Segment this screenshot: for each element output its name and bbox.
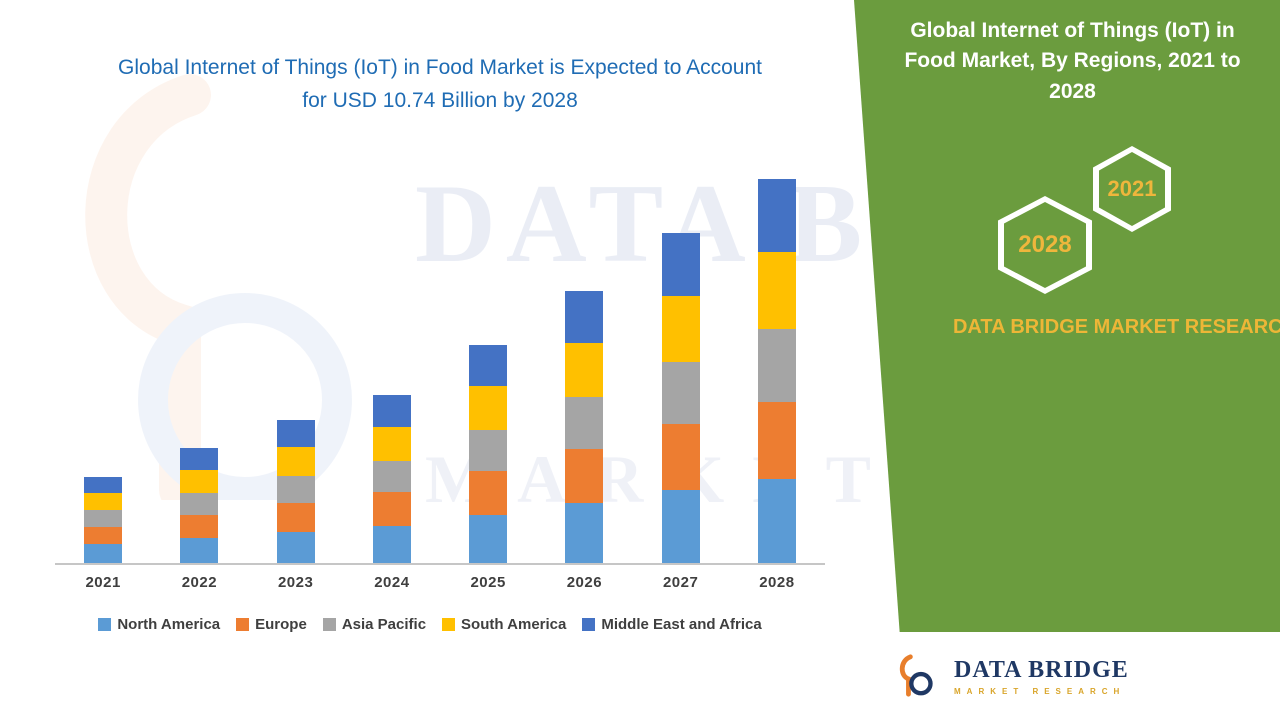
legend-label: North America: [117, 616, 221, 633]
legend-item-europe: Europe: [236, 616, 307, 633]
legend-label: Asia Pacific: [341, 616, 427, 633]
x-axis-label-2022: 2022: [181, 574, 218, 591]
right-panel-title: Global Internet of Things (IoT) in Food …: [904, 19, 1241, 103]
x-axis-label-2023: 2023: [277, 574, 314, 591]
legend-label: Middle East and Africa: [601, 616, 762, 633]
bar-segment-europe: [565, 448, 604, 504]
bar-segment-asia-pacific: [565, 397, 604, 449]
legend: North America Europe Asia Pacific South Ame…: [25, 616, 835, 633]
bar-segment-middle-east-and-africa: [661, 233, 700, 296]
bar-segment-south-america: [661, 295, 700, 362]
bar-segment-middle-east-and-africa: [565, 291, 604, 343]
x-axis-label-2026: 2026: [566, 574, 603, 591]
bar-segment-north-america: [180, 537, 219, 563]
hexagon-2021-label: 2021: [1107, 176, 1157, 201]
footer-text-block: DATA BRIDGE MARKET RESEARCH: [954, 657, 1129, 696]
bar-segment-europe: [84, 526, 123, 544]
x-axis-label-2025: 2025: [470, 574, 506, 591]
bar-segment-europe: [757, 401, 796, 479]
x-axis-label-2021: 2021: [85, 574, 121, 591]
x-axis-label-2027: 2027: [662, 574, 699, 591]
bar-segment-north-america: [565, 503, 604, 563]
legend-item-north-america: North America: [98, 616, 220, 633]
hexagon-2021: 2021: [1093, 146, 1171, 232]
legend-swatch-icon: [98, 618, 112, 631]
bar-segment-asia-pacific: [372, 460, 411, 493]
bar-segment-north-america: [469, 515, 508, 563]
bar-segment-europe: [372, 492, 411, 527]
bar-column-2024: [372, 394, 411, 563]
legend-item-south-america: South America: [442, 616, 566, 633]
legend-item-middle-east-and-africa: Middle East and Africa: [582, 616, 762, 633]
watermark-logo-icon: [85, 74, 352, 500]
bar-segment-south-america: [84, 493, 123, 511]
footer-brand-text: DATA BRIDGE: [954, 656, 1129, 683]
footer-logo-box: DATA BRIDGE MARKET RESEARCH: [868, 632, 1280, 720]
bar-segment-middle-east-and-africa: [469, 344, 508, 387]
bar-segment-europe: [469, 471, 508, 515]
bar-segment-asia-pacific: [84, 510, 123, 527]
bar-segment-asia-pacific: [469, 429, 508, 472]
bar-column-2021: [84, 476, 123, 563]
legend-swatch-icon: [236, 618, 250, 631]
bar-segment-middle-east-and-africa: [276, 419, 315, 448]
bar-segment-middle-east-and-africa: [180, 448, 219, 471]
bar-column-2027: [661, 233, 700, 563]
bar-segment-middle-east-and-africa: [757, 178, 796, 252]
legend-item-asia-pacific: Asia Pacific: [322, 616, 427, 633]
hexagon-2028: 2028: [998, 196, 1092, 294]
data-bridge-logo-icon: [899, 654, 933, 697]
hexagon-2028-label: 2028: [1018, 231, 1072, 258]
bar-column-2023: [276, 419, 315, 563]
plot-area: [55, 170, 825, 565]
x-axis-label-2028: 2028: [759, 574, 795, 591]
bar-segment-europe: [180, 514, 219, 538]
footer-tagline-text: MARKET RESEARCH: [954, 686, 1126, 696]
bar-segment-north-america: [372, 526, 411, 563]
legend-swatch-icon: [322, 618, 336, 631]
bar-column-2025: [469, 344, 508, 563]
bar-segment-north-america: [661, 490, 700, 563]
bar-segment-asia-pacific: [661, 361, 700, 425]
bar-segment-south-america: [565, 342, 604, 398]
bar-segment-europe: [276, 502, 315, 532]
bar-segment-south-america: [276, 447, 315, 476]
bar-segment-south-america: [757, 251, 796, 329]
bar-segment-south-america: [180, 470, 219, 493]
x-axis-labels: 2021 2022 2023 2024 2025 2026 2027 2028: [55, 574, 825, 591]
bar-column-2026: [565, 291, 604, 563]
bar-segment-south-america: [372, 426, 411, 461]
bar-segment-asia-pacific: [180, 492, 219, 515]
x-axis-label-2024: 2024: [374, 574, 410, 591]
legend-swatch-icon: [442, 618, 456, 631]
bar-segment-north-america: [84, 544, 123, 563]
bar-segment-middle-east-and-africa: [84, 476, 123, 494]
right-panel: Global Internet of Things (IoT) in Food …: [854, 0, 1280, 720]
legend-label: South America: [461, 616, 567, 633]
brand-caption: DATA BRIDGE MARKET RESEARCH: [952, 316, 1280, 338]
bar-column-2028: [757, 178, 796, 563]
legend-label: Europe: [255, 616, 307, 633]
bar-segment-asia-pacific: [757, 328, 796, 402]
bar-segment-south-america: [469, 386, 508, 430]
bar-segment-europe: [661, 424, 700, 491]
legend-swatch-icon: [582, 618, 596, 631]
bar-column-2022: [180, 448, 219, 563]
bar-segment-north-america: [757, 478, 796, 563]
bar-segment-north-america: [276, 531, 315, 563]
chart-title: Global Internet of Things (IoT) in Food …: [118, 56, 762, 112]
bar-segment-asia-pacific: [276, 475, 315, 503]
bar-segment-middle-east-and-africa: [372, 394, 411, 427]
